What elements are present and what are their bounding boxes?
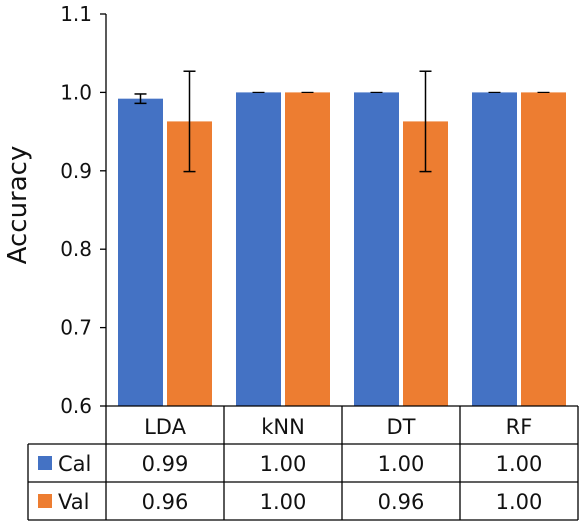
category-label-rf: RF bbox=[506, 415, 533, 439]
legend-swatch-val bbox=[38, 494, 52, 508]
y-tick-label: 0.8 bbox=[60, 237, 92, 261]
table-value-cal-dt: 1.00 bbox=[378, 452, 425, 476]
table-value-cal-lda: 0.99 bbox=[142, 452, 189, 476]
category-label-dt: DT bbox=[387, 415, 416, 439]
bars-layer bbox=[118, 92, 566, 407]
y-tick-label: 0.6 bbox=[60, 394, 92, 418]
bar-cal-knn bbox=[236, 92, 281, 407]
table-value-cal-rf: 1.00 bbox=[496, 452, 543, 476]
table-value-val-rf: 1.00 bbox=[496, 490, 543, 514]
category-label-lda: LDA bbox=[144, 415, 187, 439]
legend-label-val: Val bbox=[58, 490, 89, 514]
axes-layer: 0.6 0.7 0.8 0.9 1.0 1.1 bbox=[60, 2, 107, 418]
error-bars-layer bbox=[134, 70, 550, 173]
y-tick-label: 0.7 bbox=[60, 316, 92, 340]
table-value-val-lda: 0.96 bbox=[142, 490, 189, 514]
bar-cal-dt bbox=[354, 92, 399, 407]
table-value-cal-knn: 1.00 bbox=[260, 452, 307, 476]
data-table: LDA kNN DT RF Cal 0.99 1.00 1.00 1.00 Val 0.96 1.00… bbox=[27, 405, 579, 521]
y-tick-label: 0.9 bbox=[60, 159, 92, 183]
legend-label-cal: Cal bbox=[58, 452, 91, 476]
y-tick-label: 1.1 bbox=[60, 2, 92, 26]
y-axis-label: Accuracy bbox=[3, 146, 33, 265]
bar-cal-lda bbox=[118, 98, 163, 406]
table-value-val-dt: 0.96 bbox=[378, 490, 425, 514]
category-label-knn: kNN bbox=[261, 415, 305, 439]
bar-cal-rf bbox=[472, 92, 517, 407]
legend-swatch-cal bbox=[38, 456, 52, 470]
bar-val-rf bbox=[521, 92, 566, 407]
bar-val-knn bbox=[285, 92, 330, 407]
table-value-val-knn: 1.00 bbox=[260, 490, 307, 514]
y-tick-label: 1.0 bbox=[60, 80, 92, 104]
